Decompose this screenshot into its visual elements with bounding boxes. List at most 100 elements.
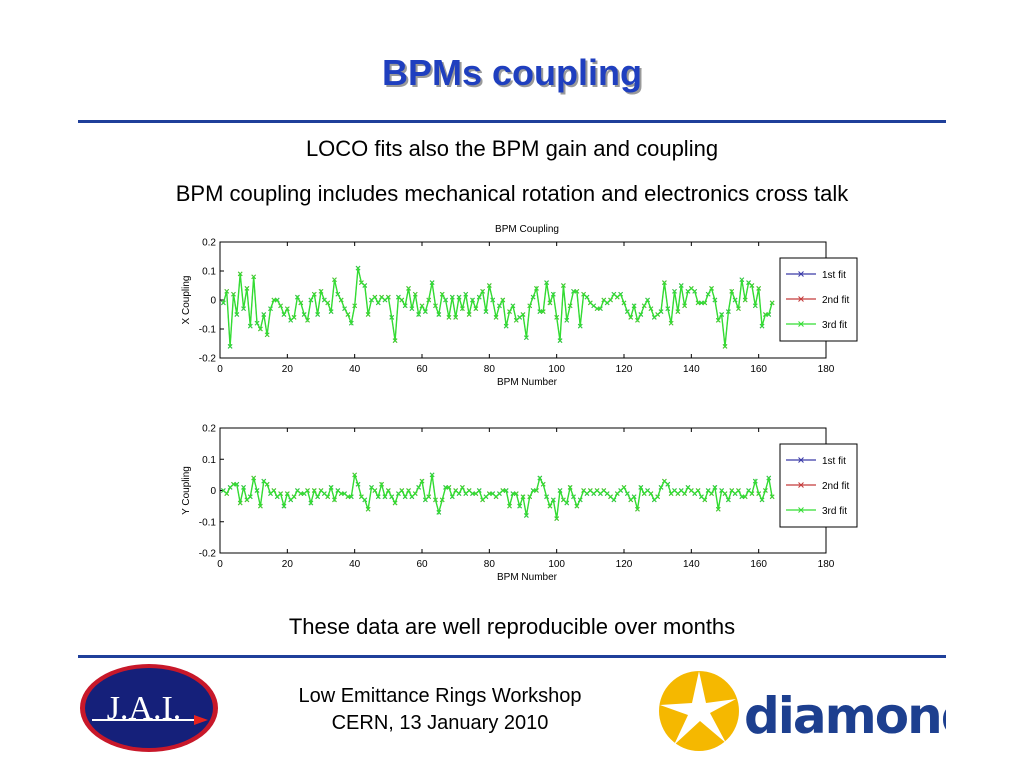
x-tick-label: 40 [349,364,361,375]
data-point [284,491,290,496]
data-point [355,265,361,271]
data-point [500,297,506,303]
jai-logo-disc [85,668,213,748]
x-axis-label: BPM Number [497,377,558,388]
data-point [513,491,519,496]
data-point [352,472,358,478]
data-point [419,303,425,309]
data-point [763,488,768,493]
data-point [520,494,526,500]
data-point [665,481,671,487]
intro-line-2: BPM coupling includes mechanical rotatio… [175,181,849,206]
x-tick-label: 60 [416,559,428,570]
data-point [752,303,758,309]
data-point [658,309,664,314]
data-point [342,306,347,312]
data-point [675,309,681,314]
data-point [577,497,583,503]
data-point [702,497,708,503]
data-point [446,485,452,490]
data-point [261,312,267,317]
data-point [433,497,438,503]
y-tick-label: -0.2 [199,549,217,560]
data-point [530,294,536,300]
y-coupling-chart: 0 20 40 60 80 100 120 140 160 180 0.2 0.1 0 -0.1 -0.2 B… [181,424,858,583]
x-tick-label: 80 [484,364,496,375]
data-point [412,491,418,496]
data-point [433,303,438,309]
data-point [503,488,509,493]
data-point [540,309,546,314]
data-point [244,286,250,291]
y-tick-label: 0.1 [202,455,216,466]
data-point [315,494,320,500]
data-point [726,497,731,503]
plot-area [219,427,827,554]
data-point [507,503,512,509]
data-point [584,294,590,300]
x-tick-label: 20 [282,364,294,375]
data-point [389,494,395,500]
conclusion-text: These data are well reproducible over mo… [288,614,736,639]
data-point [483,309,489,314]
data-point [406,488,411,493]
data-point [264,332,270,338]
data-point [291,494,297,500]
data-point [389,315,395,320]
data-point [631,494,637,500]
data-point [247,494,253,500]
data-point [278,491,283,496]
footer-workshop: Low Emittance Rings Workshop [298,685,582,707]
data-point [638,312,644,317]
data-point [631,303,637,309]
legend-label: 1st fit [822,456,846,467]
data-point [409,306,415,312]
diamond-logo-text: diamond [744,687,946,745]
data-point [756,491,762,496]
data-point [460,306,465,312]
intro-line-1: LOCO fits also the BPM gain and coupling [305,136,719,161]
x-tick-label: 0 [217,559,223,570]
data-point [544,280,549,285]
diamond-star-icon [660,671,736,745]
data-point [392,500,398,506]
data-point [392,338,398,343]
data-point [742,297,748,303]
legend-label: 2nd fit [822,481,849,492]
data-point [258,326,263,332]
x-tick-label: 80 [484,559,496,570]
data-point [668,320,674,326]
data-point [291,315,297,320]
data-point [561,283,566,288]
data-point [308,500,314,506]
data-point [237,500,243,506]
data-point [759,323,765,329]
data-point [709,286,714,291]
data-point [557,338,563,343]
data-point [227,344,233,349]
data-point [692,288,698,294]
x-tick-label: 180 [818,559,835,570]
data-point [574,288,580,294]
data-point [645,297,650,303]
data-point [311,291,317,297]
data-point [486,283,492,288]
data-point [517,503,522,509]
data-point [274,297,280,303]
data-point [231,291,236,297]
data-point [625,491,630,496]
data-point [268,306,273,312]
data-point [749,283,755,288]
legend-marker [798,457,804,463]
x-tick-label: 0 [217,364,223,375]
data-point [476,488,482,493]
data-point [241,485,246,490]
data-point [554,516,560,521]
data-point [473,306,479,312]
data-point [402,303,408,309]
data-point [423,309,428,314]
data-point [416,485,421,490]
x-axis-label: BPM Number [497,572,558,583]
data-point [567,485,573,490]
data-point [719,312,724,317]
